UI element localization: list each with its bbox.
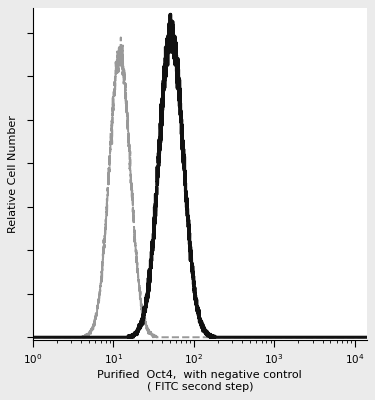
X-axis label: Purified  Oct4,  with negative control
( FITC second step): Purified Oct4, with negative control ( F… (98, 370, 302, 392)
Y-axis label: Relative Cell Number: Relative Cell Number (8, 115, 18, 233)
